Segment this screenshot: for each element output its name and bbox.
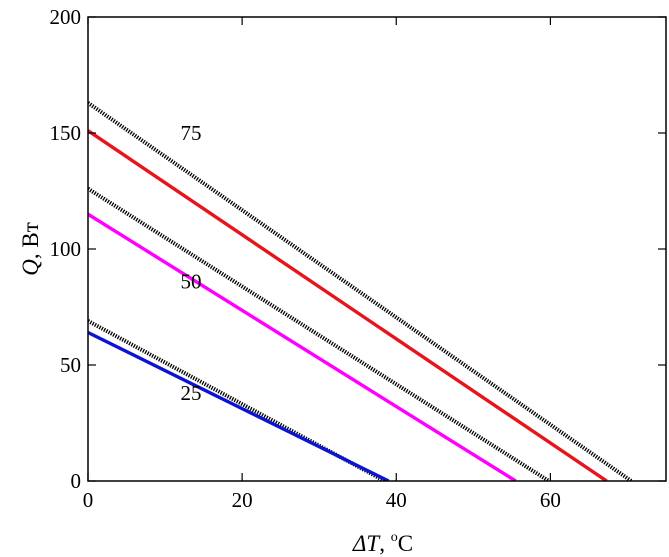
y-tick-label: 150 [50, 121, 82, 145]
series-layer [88, 101, 633, 481]
x-tick-label: 20 [232, 488, 253, 512]
y-tick-label: 0 [71, 469, 82, 493]
x-axis-label: ΔT, oC [352, 530, 413, 556]
y-axis-label: Q, Вт [18, 222, 43, 276]
y-axis-ticks: 0 50 100 150 200 [50, 5, 666, 493]
x-tick-label: 40 [386, 488, 407, 512]
y-tick-label: 100 [50, 237, 82, 261]
series-annotation: 75 [180, 121, 201, 145]
x-axis-label-unit: C [398, 531, 413, 556]
y-tick-label: 200 [50, 5, 82, 29]
annotations: 75 50 25 [180, 121, 201, 405]
x-axis-ticks: 0 20 40 60 [83, 17, 561, 512]
series-line-3 [88, 212, 517, 481]
series-line-2 [88, 186, 550, 481]
plot-frame [87, 16, 667, 482]
series-line-0 [88, 101, 633, 481]
x-axis-label-sep: , [379, 531, 391, 556]
series-annotation: 25 [180, 381, 201, 405]
series-line-5 [88, 330, 390, 481]
x-axis-label-var: ΔT [352, 531, 381, 556]
x-axis-label-unit-sup: o [391, 530, 398, 545]
y-tick-label: 50 [60, 353, 81, 377]
y-axis-label-var: Q [18, 259, 43, 276]
x-tick-label: 60 [540, 488, 561, 512]
y-axis-label-unit: , Вт [18, 222, 43, 259]
series-line-1 [88, 129, 608, 481]
x-tick-label: 0 [83, 488, 94, 512]
series-annotation: 50 [180, 269, 201, 293]
